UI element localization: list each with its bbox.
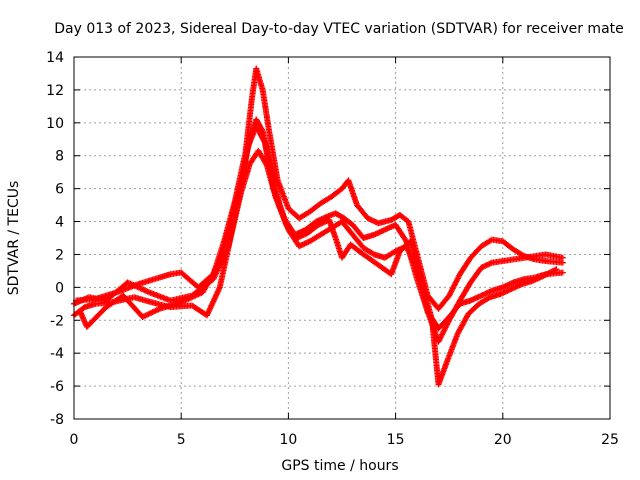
- chart-title: Day 013 of 2023, Sidereal Day-to-day VTE…: [54, 21, 624, 37]
- y-tick-label: 12: [46, 83, 64, 99]
- axis-ticks: 0 5 10 15 20 25 -8 -6 -4 -2 0 2 4 6 8 10 12 14: [46, 50, 619, 448]
- x-tick-label: 15: [387, 432, 405, 448]
- data-point-marker: [559, 269, 566, 276]
- data-point-marker: [263, 161, 270, 168]
- x-tick-label: 0: [70, 432, 79, 448]
- data-points: [71, 65, 566, 388]
- y-tick-label: 14: [46, 50, 64, 66]
- data-point-marker: [369, 250, 376, 257]
- y-tick-label: -4: [50, 346, 64, 362]
- data-point-marker: [552, 266, 559, 273]
- y-tick-label: 4: [55, 215, 64, 231]
- y-tick-label: 0: [55, 280, 64, 296]
- x-tick-label: 25: [601, 432, 619, 448]
- series-track-3: [73, 65, 566, 312]
- data-point-marker: [258, 126, 265, 133]
- y-tick-label: 10: [46, 116, 64, 132]
- y-tick-label: 6: [55, 182, 64, 198]
- y-tick-label: 8: [55, 149, 64, 165]
- y-tick-label: 2: [55, 247, 64, 263]
- y-tick-label: -2: [50, 313, 64, 329]
- data-point-marker: [485, 295, 492, 302]
- data-point-marker: [553, 266, 560, 273]
- plot-frame: [73, 56, 611, 420]
- data-point-marker: [402, 237, 409, 244]
- x-tick-label: 10: [279, 432, 297, 448]
- x-tick-label: 5: [177, 432, 186, 448]
- y-tick-label: -8: [50, 412, 64, 428]
- data-point-marker: [559, 259, 566, 266]
- x-tick-label: 20: [494, 432, 512, 448]
- series-track-4: [71, 147, 560, 388]
- x-axis-label: GPS time / hours: [281, 458, 398, 474]
- y-axis-label: SDTVAR / TECUs: [6, 181, 22, 296]
- y-tick-label: -6: [50, 379, 64, 395]
- data-point-marker: [519, 252, 526, 259]
